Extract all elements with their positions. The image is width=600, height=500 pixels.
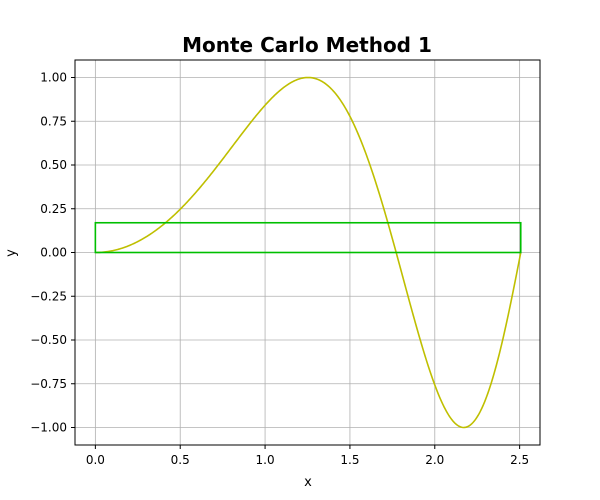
y-tick-label: −0.75 <box>30 377 67 391</box>
x-tick-label: 1.0 <box>256 453 275 467</box>
x-axis-label: x <box>304 475 312 490</box>
y-tick-label: 0.25 <box>40 202 67 216</box>
y-tick-label: −0.25 <box>30 289 67 303</box>
y-tick-label: 0.50 <box>40 158 67 172</box>
x-tick-label: 0.5 <box>171 453 190 467</box>
y-tick-label: 0.75 <box>40 114 67 128</box>
y-tick-label: 0.00 <box>40 246 67 260</box>
monte-carlo-rectangle <box>94 221 522 254</box>
x-tick-label: 0.0 <box>86 453 105 467</box>
chart-title: Monte Carlo Method 1 <box>182 33 432 57</box>
y-axis-label: y <box>4 249 19 257</box>
axis-ticks: 0.0 0.5 1.0 1.5 2.0 2.5 −1.00 −0.75 −0.50 −0.25 0.… <box>30 71 529 468</box>
y-tick-label: 1.00 <box>40 71 67 85</box>
plot-series <box>94 76 522 429</box>
x-tick-label: 2.0 <box>425 453 444 467</box>
y-tick-label: −1.00 <box>30 421 67 435</box>
x-tick-label: 1.5 <box>340 453 359 467</box>
y-tick-label: −0.50 <box>30 333 67 347</box>
x-tick-label: 2.5 <box>510 453 529 467</box>
